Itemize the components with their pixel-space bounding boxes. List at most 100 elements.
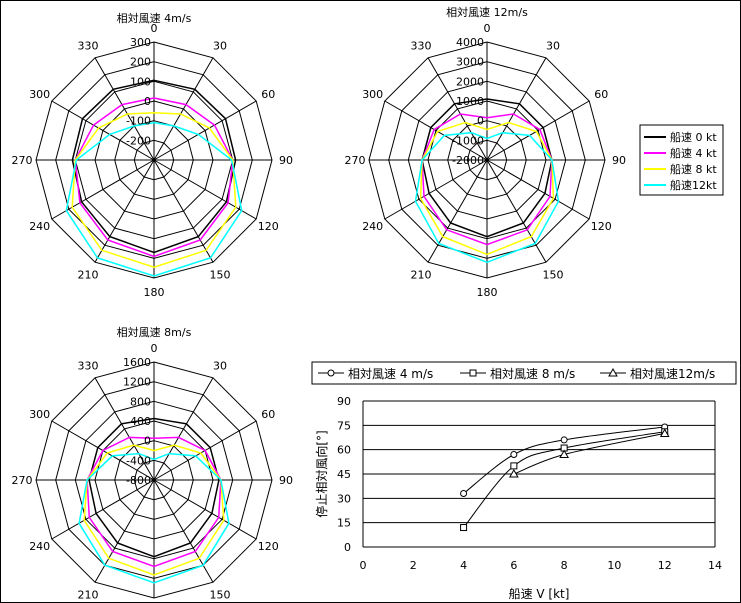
- series-line: [74, 97, 234, 258]
- radial-tick-label: 4000: [456, 36, 484, 49]
- angle-tick-label: 150: [543, 268, 564, 281]
- grid-spoke: [51, 159, 155, 220]
- x-tick-label: 12: [658, 559, 672, 572]
- grid-spoke: [486, 159, 590, 220]
- angle-tick-label: 60: [594, 88, 608, 101]
- radial-tick-label: -200: [126, 134, 151, 147]
- legend-label: 相対風速 8 m/s: [490, 367, 575, 381]
- y-tick-label: 45: [337, 468, 351, 481]
- y-tick-label: 15: [337, 517, 351, 530]
- grid-spoke: [153, 377, 214, 481]
- radial-tick-label: 200: [130, 56, 151, 69]
- angle-tick-label: 240: [29, 220, 50, 233]
- radial-tick-label: 0: [477, 115, 484, 128]
- angle-tick-label: 60: [261, 88, 275, 101]
- chart-title: 相対風速 8m/s: [117, 325, 192, 339]
- grid-spoke: [153, 159, 257, 220]
- angle-tick-label: 150: [210, 268, 231, 281]
- data-point-circle: [460, 489, 468, 497]
- y-tick-label: 0: [344, 541, 351, 554]
- x-tick-label: 14: [708, 559, 722, 572]
- angle-tick-label: 30: [213, 360, 227, 373]
- angle-tick-label: 150: [210, 588, 231, 601]
- angle-tick-label: 270: [12, 474, 33, 487]
- angle-tick-label: 120: [258, 540, 279, 553]
- series-line: [419, 121, 555, 256]
- legend-label: 船速 4 kt: [670, 146, 717, 160]
- x-tick-label: 6: [510, 559, 517, 572]
- data-point-triangle: [659, 428, 670, 437]
- grid-spoke: [384, 100, 488, 161]
- series-line: [86, 436, 222, 568]
- legend-label: 船速 8 kt: [670, 162, 717, 176]
- radial-tick-label: 1200: [123, 376, 151, 389]
- angle-tick-label: 90: [612, 154, 626, 167]
- angle-tick-label: 180: [144, 286, 165, 299]
- grid-spoke: [427, 159, 488, 263]
- angle-tick-label: 330: [411, 40, 432, 53]
- angle-tick-label: 120: [258, 220, 279, 233]
- series-line: [78, 452, 230, 584]
- grid-spoke: [153, 57, 214, 161]
- data-point-square: [469, 369, 477, 377]
- polar-chart-4ms: 300 200 100 0 -100 -200 0 30 60 90 120 150 180 210 240…: [12, 11, 294, 299]
- angle-tick-label: 300: [362, 88, 383, 101]
- x-tick-label: 8: [561, 559, 568, 572]
- series-line: [83, 444, 225, 576]
- grid-spoke: [153, 479, 214, 583]
- x-tick-label: 0: [360, 559, 367, 572]
- grid-spoke: [427, 57, 488, 161]
- data-point-circle: [510, 451, 518, 459]
- radial-tick-label: 1000: [456, 95, 484, 108]
- radial-tick-label: -800: [126, 474, 151, 487]
- radial-tick-label: 0: [144, 95, 151, 108]
- angle-tick-label: 30: [546, 40, 560, 53]
- radial-tick-label: -400: [126, 454, 151, 467]
- series-line: [463, 431, 665, 528]
- angle-tick-label: 240: [362, 220, 383, 233]
- y-tick-label: 30: [337, 492, 351, 505]
- grid-spoke: [153, 479, 257, 540]
- series-line: [421, 113, 553, 246]
- series-line: [421, 98, 553, 238]
- legend-label: 船速12kt: [670, 178, 717, 192]
- y-tick-label: 60: [337, 444, 351, 457]
- angle-tick-label: 270: [12, 154, 33, 167]
- radial-tick-label: 100: [130, 75, 151, 88]
- angle-tick-label: 0: [151, 22, 158, 35]
- y-tick-label: 90: [337, 395, 351, 408]
- data-point-square: [510, 462, 518, 470]
- grid-spoke: [486, 159, 547, 263]
- grid-spoke: [51, 100, 155, 161]
- radial-tick-label: 0: [144, 435, 151, 448]
- x-tick-label: 4: [460, 559, 467, 572]
- legend-label: 相対風速12m/s: [630, 367, 715, 381]
- angle-tick-label: 90: [279, 154, 293, 167]
- data-point-triangle: [508, 468, 519, 478]
- x-tick-label: 10: [607, 559, 621, 572]
- grid-spoke: [94, 377, 155, 481]
- grid-spoke: [486, 100, 590, 161]
- series-line: [463, 426, 665, 494]
- series-line: [65, 121, 243, 277]
- radial-tick-label: -1000: [452, 134, 484, 147]
- chart-title: 相対風速 12m/s: [446, 5, 528, 19]
- grid-spoke: [153, 159, 214, 263]
- grid-spoke: [51, 479, 155, 540]
- grid-spoke: [486, 57, 547, 161]
- legend-box: [311, 361, 737, 385]
- series-line: [71, 79, 237, 254]
- data-point-triangle: [608, 367, 618, 377]
- radial-tick-label: 3000: [456, 56, 484, 69]
- line-chart: 相対風速 4 m/s 相対風速 8 m/s 相対風速12m/s01530456075…: [311, 361, 737, 601]
- grid-spoke: [153, 100, 257, 161]
- legend-label: 船速 0 kt: [670, 130, 717, 144]
- angle-tick-label: 180: [477, 286, 498, 299]
- x-tick-label: 2: [410, 559, 417, 572]
- polar-legend: 船速 0 kt 船速 4 kt 船速 8 kt 船速12kt: [639, 124, 724, 196]
- series-line: [71, 112, 237, 268]
- polar-chart-12ms: 4000 3000 2000 1000 0 -1000 -2000 0 30 60 90 120 150…: [345, 5, 627, 299]
- data-point-circle: [560, 436, 568, 444]
- angle-tick-label: 210: [78, 588, 99, 601]
